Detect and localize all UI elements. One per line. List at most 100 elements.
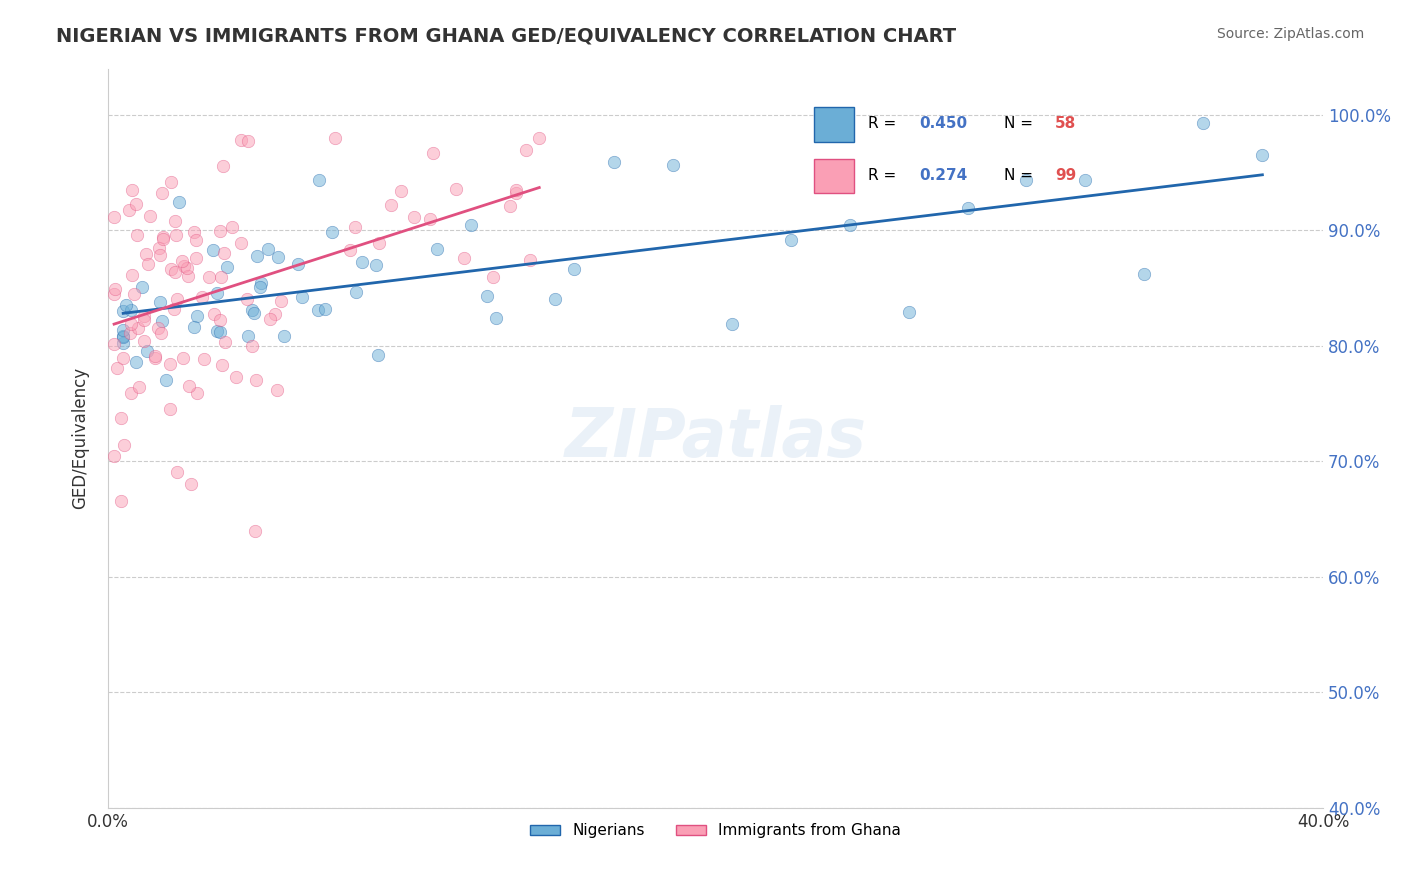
Immigrants from Ghana <box>179 378 201 392</box>
Immigrants from Ghana <box>163 265 186 279</box>
Nigerians <box>249 280 271 294</box>
Immigrants from Ghana <box>184 233 207 247</box>
Immigrants from Ghana <box>380 198 402 212</box>
Immigrants from Ghana <box>172 351 194 366</box>
Immigrants from Ghana <box>107 360 129 375</box>
Immigrants from Ghana <box>118 202 141 217</box>
Immigrants from Ghana <box>236 292 259 306</box>
Nigerians <box>307 302 329 317</box>
Immigrants from Ghana <box>481 269 503 284</box>
Immigrants from Ghana <box>344 220 367 235</box>
Nigerians <box>256 242 278 256</box>
Nigerians <box>367 349 389 363</box>
Immigrants from Ghana <box>143 351 166 365</box>
Immigrants from Ghana <box>166 292 188 306</box>
Nigerians <box>1192 116 1215 130</box>
Immigrants from Ghana <box>136 257 159 271</box>
Nigerians <box>246 249 269 263</box>
Immigrants from Ghana <box>519 252 541 267</box>
Immigrants from Ghana <box>212 245 235 260</box>
Nigerians <box>346 285 368 300</box>
Nigerians <box>308 173 330 187</box>
Nigerians <box>120 302 142 317</box>
Immigrants from Ghana <box>211 358 233 372</box>
Immigrants from Ghana <box>152 232 174 246</box>
Nigerians <box>321 225 343 239</box>
Immigrants from Ghana <box>211 159 233 173</box>
Immigrants from Ghana <box>159 357 181 371</box>
Nigerians <box>207 324 229 338</box>
Immigrants from Ghana <box>339 243 361 257</box>
Nigerians <box>149 294 172 309</box>
Nigerians <box>155 373 177 387</box>
Text: Source: ZipAtlas.com: Source: ZipAtlas.com <box>1216 27 1364 41</box>
Immigrants from Ghana <box>165 227 187 242</box>
Nigerians <box>838 218 860 232</box>
Immigrants from Ghana <box>225 370 247 384</box>
Immigrants from Ghana <box>146 320 169 334</box>
Immigrants from Ghana <box>197 270 219 285</box>
Y-axis label: GED/Equivalency: GED/Equivalency <box>72 368 89 509</box>
Nigerians <box>562 262 585 277</box>
Immigrants from Ghana <box>111 351 134 365</box>
Immigrants from Ghana <box>453 252 475 266</box>
Immigrants from Ghana <box>193 351 215 366</box>
Immigrants from Ghana <box>110 410 132 425</box>
Nigerians <box>208 325 231 339</box>
Nigerians <box>661 158 683 172</box>
Nigerians <box>897 305 920 319</box>
Immigrants from Ghana <box>515 143 537 157</box>
Nigerians <box>1133 267 1156 281</box>
Immigrants from Ghana <box>159 402 181 417</box>
Immigrants from Ghana <box>368 236 391 251</box>
Nigerians <box>1074 173 1097 187</box>
Nigerians <box>291 290 314 304</box>
Immigrants from Ghana <box>176 260 198 275</box>
Immigrants from Ghana <box>139 209 162 223</box>
Immigrants from Ghana <box>402 211 425 225</box>
Immigrants from Ghana <box>419 211 441 226</box>
Immigrants from Ghana <box>149 326 172 340</box>
Nigerians <box>112 335 135 350</box>
Nigerians <box>352 254 374 268</box>
Immigrants from Ghana <box>121 268 143 282</box>
Nigerians <box>236 328 259 343</box>
Immigrants from Ghana <box>186 385 208 400</box>
Immigrants from Ghana <box>422 145 444 160</box>
Nigerians <box>1015 173 1038 187</box>
Immigrants from Ghana <box>120 326 142 341</box>
Nigerians <box>167 195 190 210</box>
Nigerians <box>249 276 271 290</box>
Immigrants from Ghana <box>112 438 135 452</box>
Immigrants from Ghana <box>163 301 186 316</box>
Immigrants from Ghana <box>323 131 346 145</box>
Immigrants from Ghana <box>159 261 181 276</box>
Nigerians <box>956 201 979 215</box>
Nigerians <box>201 243 224 257</box>
Immigrants from Ghana <box>231 133 253 147</box>
Immigrants from Ghana <box>103 287 125 301</box>
Immigrants from Ghana <box>165 214 187 228</box>
Nigerians <box>544 292 567 306</box>
Nigerians <box>477 289 499 303</box>
Immigrants from Ghana <box>240 339 263 353</box>
Immigrants from Ghana <box>149 247 172 261</box>
Nigerians <box>287 257 309 271</box>
Immigrants from Ghana <box>173 259 195 273</box>
Nigerians <box>112 304 135 318</box>
Immigrants from Ghana <box>190 290 212 304</box>
Immigrants from Ghana <box>259 312 281 326</box>
Immigrants from Ghana <box>148 241 170 255</box>
Immigrants from Ghana <box>208 223 231 237</box>
Immigrants from Ghana <box>505 183 527 197</box>
Immigrants from Ghana <box>505 186 527 200</box>
Nigerians <box>426 242 449 256</box>
Immigrants from Ghana <box>444 182 467 196</box>
Immigrants from Ghana <box>104 282 127 296</box>
Immigrants from Ghana <box>186 251 208 265</box>
Nigerians <box>485 311 508 326</box>
Immigrants from Ghana <box>127 228 149 243</box>
Immigrants from Ghana <box>245 373 267 387</box>
Nigerians <box>215 260 238 275</box>
Nigerians <box>779 233 801 247</box>
